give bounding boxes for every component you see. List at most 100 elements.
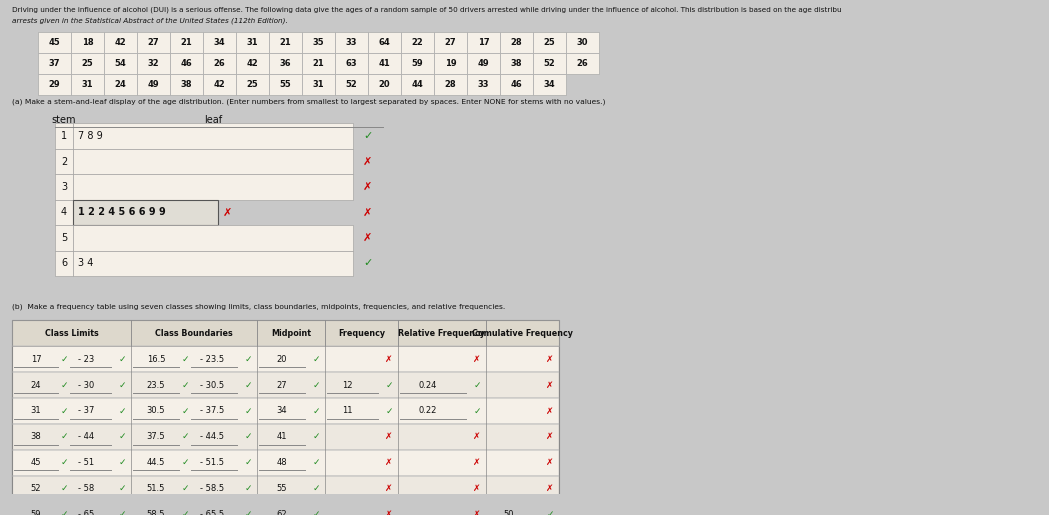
Text: Class Limits: Class Limits xyxy=(45,329,99,338)
FancyBboxPatch shape xyxy=(104,74,137,95)
FancyBboxPatch shape xyxy=(73,251,354,276)
Text: ✗: ✗ xyxy=(385,458,392,467)
Text: ✓: ✓ xyxy=(244,484,252,493)
Text: ✓: ✓ xyxy=(119,510,126,515)
Text: 62: 62 xyxy=(277,510,287,515)
Text: ✗: ✗ xyxy=(385,433,392,441)
Text: ✓: ✓ xyxy=(181,458,189,467)
Text: - 44: - 44 xyxy=(79,433,94,441)
Text: 27: 27 xyxy=(445,38,456,47)
Text: 21: 21 xyxy=(180,38,192,47)
Text: 1: 1 xyxy=(61,131,67,141)
Text: 28: 28 xyxy=(511,38,522,47)
FancyBboxPatch shape xyxy=(302,74,335,95)
FancyBboxPatch shape xyxy=(73,124,354,149)
FancyBboxPatch shape xyxy=(434,53,467,74)
Text: 20: 20 xyxy=(379,80,390,89)
Text: ✓: ✓ xyxy=(363,259,372,268)
Text: 41: 41 xyxy=(379,59,390,68)
Text: stem: stem xyxy=(51,115,77,125)
FancyBboxPatch shape xyxy=(73,225,354,251)
Text: ✓: ✓ xyxy=(60,484,68,493)
Text: 27: 27 xyxy=(277,381,287,389)
Text: - 51.5: - 51.5 xyxy=(200,458,224,467)
Text: 25: 25 xyxy=(82,59,93,68)
Text: 32: 32 xyxy=(148,59,159,68)
Text: ✗: ✗ xyxy=(547,458,554,467)
Text: - 30.5: - 30.5 xyxy=(200,381,224,389)
FancyBboxPatch shape xyxy=(467,53,500,74)
Text: Midpoint: Midpoint xyxy=(271,329,311,338)
Text: ✓: ✓ xyxy=(244,510,252,515)
Text: 35: 35 xyxy=(313,38,324,47)
Text: 52: 52 xyxy=(543,59,555,68)
Text: 63: 63 xyxy=(346,59,358,68)
FancyBboxPatch shape xyxy=(73,174,354,200)
Text: Driving under the influence of alcohol (DUI) is a serious offense. The following: Driving under the influence of alcohol (… xyxy=(12,7,841,13)
Text: ✓: ✓ xyxy=(181,484,189,493)
Text: ✓: ✓ xyxy=(60,458,68,467)
FancyBboxPatch shape xyxy=(204,31,236,53)
FancyBboxPatch shape xyxy=(368,53,401,74)
Text: - 65.5: - 65.5 xyxy=(200,510,224,515)
Text: 33: 33 xyxy=(477,80,489,89)
Text: ✓: ✓ xyxy=(119,433,126,441)
Text: 17: 17 xyxy=(477,38,489,47)
Text: - 51: - 51 xyxy=(79,458,94,467)
Text: 31: 31 xyxy=(247,38,258,47)
FancyBboxPatch shape xyxy=(170,74,204,95)
Text: 52: 52 xyxy=(345,80,358,89)
FancyBboxPatch shape xyxy=(236,53,269,74)
FancyBboxPatch shape xyxy=(71,74,104,95)
Text: - 30: - 30 xyxy=(79,381,94,389)
Text: Frequency: Frequency xyxy=(338,329,385,338)
Text: 18: 18 xyxy=(82,38,93,47)
Text: ✗: ✗ xyxy=(385,510,392,515)
Text: ✗: ✗ xyxy=(473,433,480,441)
FancyBboxPatch shape xyxy=(38,31,71,53)
Text: 48: 48 xyxy=(277,458,287,467)
FancyBboxPatch shape xyxy=(55,200,73,225)
Text: ✓: ✓ xyxy=(60,381,68,389)
Text: 45: 45 xyxy=(30,458,41,467)
Text: 34: 34 xyxy=(277,406,287,416)
Text: (a) Make a stem-and-leaf display of the age distribution. (Enter numbers from sm: (a) Make a stem-and-leaf display of the … xyxy=(12,99,605,105)
Text: ✗: ✗ xyxy=(385,484,392,493)
Text: 19: 19 xyxy=(445,59,456,68)
FancyBboxPatch shape xyxy=(12,476,559,502)
FancyBboxPatch shape xyxy=(12,450,559,476)
FancyBboxPatch shape xyxy=(12,424,559,450)
Text: ✗: ✗ xyxy=(363,208,372,217)
Text: ✗: ✗ xyxy=(363,157,372,167)
FancyBboxPatch shape xyxy=(368,31,401,53)
Text: ✓: ✓ xyxy=(244,406,252,416)
Text: 36: 36 xyxy=(280,59,292,68)
Text: 28: 28 xyxy=(445,80,456,89)
Text: ✓: ✓ xyxy=(181,355,189,364)
FancyBboxPatch shape xyxy=(137,53,170,74)
FancyBboxPatch shape xyxy=(55,149,73,174)
FancyBboxPatch shape xyxy=(12,502,559,515)
Text: ✓: ✓ xyxy=(313,433,320,441)
Text: ✓: ✓ xyxy=(313,484,320,493)
Text: 30: 30 xyxy=(577,38,588,47)
Text: ✗: ✗ xyxy=(473,355,480,364)
Text: 24: 24 xyxy=(30,381,41,389)
Text: 34: 34 xyxy=(543,80,555,89)
Text: - 23.5: - 23.5 xyxy=(200,355,224,364)
Text: 50: 50 xyxy=(504,510,514,515)
Text: ✓: ✓ xyxy=(313,510,320,515)
FancyBboxPatch shape xyxy=(12,320,559,346)
Text: ✗: ✗ xyxy=(363,182,372,192)
FancyBboxPatch shape xyxy=(269,31,302,53)
FancyBboxPatch shape xyxy=(55,124,73,149)
Text: ✓: ✓ xyxy=(385,406,392,416)
Text: ✓: ✓ xyxy=(60,510,68,515)
FancyBboxPatch shape xyxy=(73,200,218,225)
Text: 29: 29 xyxy=(48,80,60,89)
Text: ✓: ✓ xyxy=(181,406,189,416)
Text: 0.24: 0.24 xyxy=(419,381,437,389)
Text: Cumulative Frequency: Cumulative Frequency xyxy=(472,329,573,338)
Text: - 37.5: - 37.5 xyxy=(200,406,224,416)
Text: ✗: ✗ xyxy=(547,381,554,389)
